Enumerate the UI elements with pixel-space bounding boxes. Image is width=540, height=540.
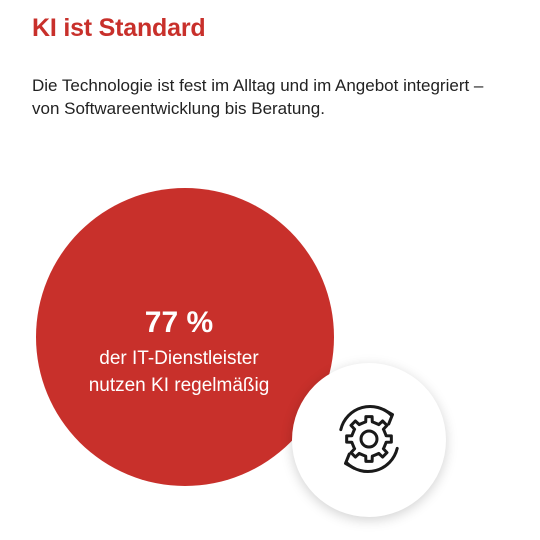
page-title: KI ist Standard xyxy=(32,14,206,42)
stat-value: 77 % xyxy=(144,306,214,339)
stat-label-line-1: der IT-Dienstleister xyxy=(99,348,259,369)
intro-text: Die Technologie ist fest im Alltag und i… xyxy=(32,76,484,118)
stat-label-line-2: nutzen KI regelmäßig xyxy=(88,375,270,396)
stat-label: der IT-Dienstleister nutzen KI regelmäßi… xyxy=(36,345,322,399)
stat-circle xyxy=(36,188,334,486)
gear-with-refresh-arrows-icon xyxy=(339,405,399,473)
icon-badge xyxy=(292,363,446,517)
